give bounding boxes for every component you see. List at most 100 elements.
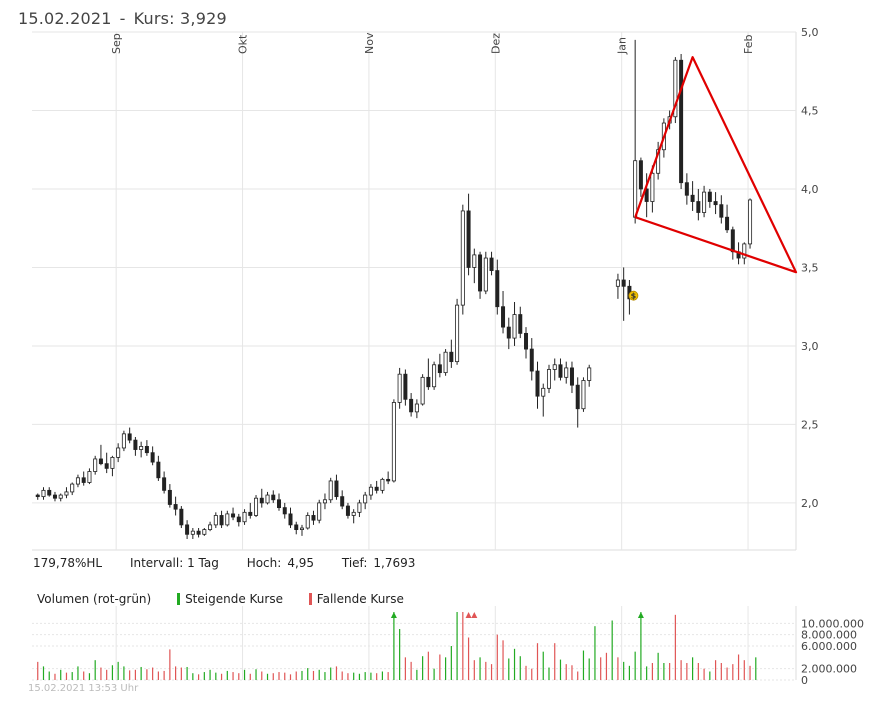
candle-body bbox=[495, 270, 500, 308]
candle bbox=[541, 383, 546, 417]
candle-body bbox=[443, 351, 448, 374]
candle bbox=[575, 377, 580, 428]
tief-label: Tief: bbox=[341, 556, 368, 570]
price-tick-label: 3,0 bbox=[801, 340, 819, 353]
candle bbox=[397, 367, 402, 409]
candle bbox=[587, 364, 592, 387]
candle-body bbox=[317, 502, 322, 521]
candle bbox=[512, 301, 517, 346]
candle bbox=[116, 443, 121, 463]
candle bbox=[127, 427, 132, 444]
candle-body bbox=[162, 477, 167, 491]
candle bbox=[702, 185, 707, 218]
candle bbox=[690, 181, 695, 211]
candle bbox=[265, 491, 270, 505]
candle-body bbox=[213, 515, 218, 526]
candle bbox=[248, 502, 253, 519]
candle bbox=[403, 369, 408, 406]
candle-body bbox=[529, 348, 534, 372]
candle bbox=[225, 510, 230, 527]
candle bbox=[328, 477, 333, 503]
candle bbox=[219, 510, 224, 529]
candle bbox=[144, 440, 149, 456]
volume-legend: Volumen (rot-grün) Steigende Kurse Falle… bbox=[37, 592, 404, 606]
price-y-axis: 2,0 2,5 3,0 3,5 4,0 4,5 5,0 bbox=[801, 26, 819, 510]
candle-body bbox=[432, 364, 437, 388]
candle-body bbox=[328, 480, 333, 501]
candle-body bbox=[552, 364, 557, 370]
candle bbox=[41, 487, 46, 500]
candle-body bbox=[139, 445, 144, 450]
candle-body bbox=[541, 387, 546, 397]
candle-body bbox=[368, 486, 373, 496]
candle-body bbox=[380, 478, 385, 491]
candle-body bbox=[673, 59, 678, 118]
falling-color-mark bbox=[308, 593, 312, 605]
candle-body bbox=[225, 513, 230, 526]
hl-value: 179,78%HL bbox=[33, 556, 103, 570]
volume-legend-title: Volumen (rot-grün) bbox=[37, 592, 152, 606]
candle bbox=[644, 173, 649, 218]
candle-body bbox=[345, 505, 350, 516]
candle-body bbox=[236, 516, 241, 523]
candle-body bbox=[426, 376, 431, 388]
candle bbox=[564, 361, 569, 384]
dividend-marker bbox=[628, 290, 639, 301]
candle bbox=[35, 493, 40, 500]
volume-tick-label: 6.000.000 bbox=[801, 640, 857, 653]
price-tick-label: 4,0 bbox=[801, 183, 819, 196]
candle-body bbox=[254, 497, 259, 516]
candle-body bbox=[179, 508, 184, 526]
candle-body bbox=[202, 529, 207, 535]
candle bbox=[173, 496, 178, 516]
timestamp-footer: 15.02.2021 13:53 Uhr bbox=[28, 683, 139, 694]
candle-body bbox=[621, 279, 626, 287]
candle bbox=[288, 507, 293, 529]
candle-body bbox=[707, 191, 712, 202]
candle bbox=[414, 399, 419, 419]
volume-overflow-arrow bbox=[465, 612, 472, 618]
candle-body bbox=[489, 257, 494, 271]
candle bbox=[242, 509, 247, 525]
candle-body bbox=[546, 369, 551, 389]
hoch-value: 4,95 bbox=[287, 556, 315, 570]
candle bbox=[167, 484, 172, 508]
candles bbox=[35, 39, 753, 540]
candle bbox=[202, 528, 207, 536]
candle-body bbox=[64, 491, 69, 496]
month-label: Okt bbox=[237, 34, 250, 54]
candle bbox=[179, 506, 184, 529]
candle-body bbox=[363, 494, 368, 504]
candle-body bbox=[167, 489, 172, 505]
candle bbox=[615, 273, 620, 299]
price-tick-label: 2,0 bbox=[801, 497, 819, 510]
volume-tick-label: 10.000.000 bbox=[801, 617, 864, 630]
candle-body bbox=[437, 364, 442, 374]
candle-body bbox=[196, 530, 201, 535]
candle-body bbox=[409, 398, 414, 413]
candle-body bbox=[483, 257, 488, 292]
candle-body bbox=[231, 513, 236, 518]
candle bbox=[558, 358, 563, 381]
candle-body bbox=[725, 216, 730, 231]
candle-body bbox=[288, 513, 293, 526]
candle bbox=[317, 499, 322, 524]
candle-body bbox=[518, 314, 523, 334]
candle-body bbox=[104, 463, 109, 469]
candle-body bbox=[512, 314, 517, 339]
candle-body bbox=[98, 458, 103, 465]
candle bbox=[196, 528, 201, 538]
candle bbox=[185, 520, 190, 540]
candle bbox=[259, 488, 264, 508]
candle bbox=[437, 353, 442, 378]
candle bbox=[334, 474, 339, 500]
chart-stats: 179,78%HL Intervall: 1 Tag Hoch: 4,95 Tie… bbox=[33, 556, 439, 570]
volume-tick-label: 0 bbox=[801, 674, 808, 687]
candle bbox=[443, 349, 448, 376]
candle-body bbox=[144, 445, 149, 454]
candle bbox=[409, 393, 414, 417]
candle-body bbox=[277, 499, 282, 509]
candle-body bbox=[501, 306, 506, 328]
